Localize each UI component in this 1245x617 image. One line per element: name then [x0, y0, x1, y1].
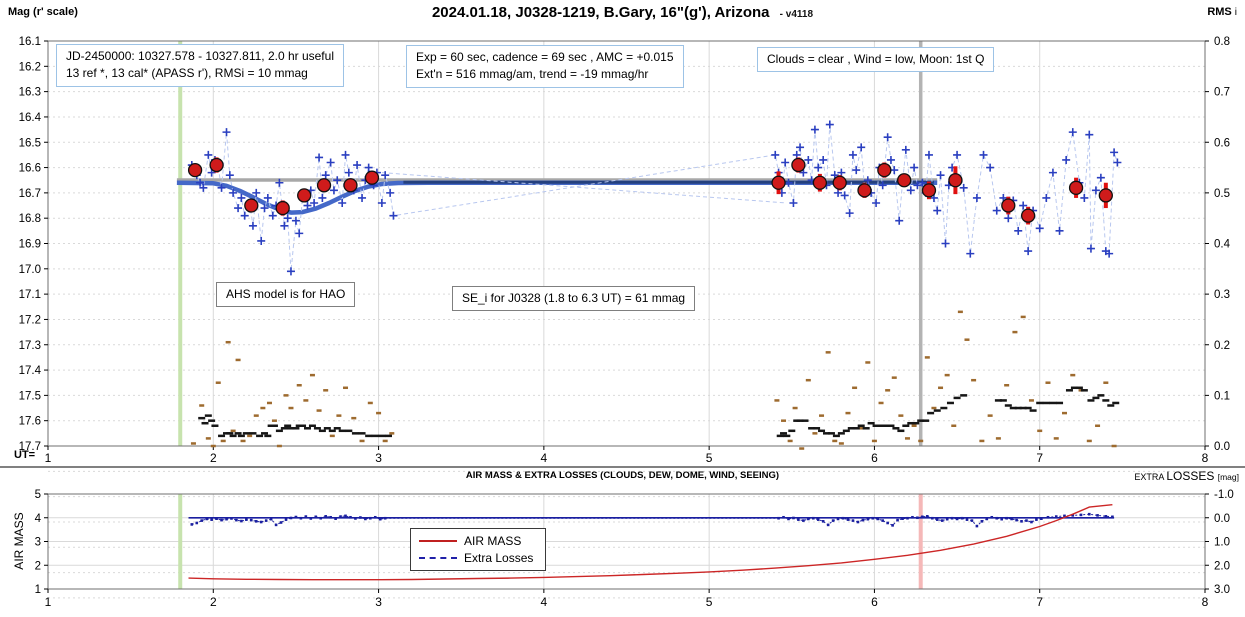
svg-text:17.3: 17.3: [19, 340, 41, 352]
exposure-info-line2: Ext'n = 516 mmag/am, trend = -19 mmag/hr: [416, 67, 649, 82]
svg-text:17.2: 17.2: [19, 314, 41, 326]
svg-text:17.1: 17.1: [19, 289, 41, 301]
ut-axis-prefix: UT=: [14, 449, 36, 461]
svg-text:1.0: 1.0: [1214, 537, 1230, 549]
rms-axis-title: RMS i: [1207, 6, 1237, 18]
extra-losses-series: [188, 512, 1115, 528]
airmass-legend: AIR MASS Extra Losses: [410, 528, 547, 571]
airmass-axis-title: AIR MASS: [12, 512, 26, 570]
svg-text:1: 1: [35, 584, 41, 596]
svg-text:17.4: 17.4: [19, 365, 42, 377]
svg-text:7: 7: [1036, 595, 1043, 609]
svg-text:0.0: 0.0: [1214, 441, 1230, 453]
svg-text:6: 6: [871, 451, 878, 465]
session-markers: [178, 41, 923, 446]
svg-text:4: 4: [541, 595, 548, 609]
svg-text:5: 5: [706, 595, 713, 609]
mag-scale-label: Mag (r' scale): [8, 6, 78, 18]
svg-text:2: 2: [210, 595, 217, 609]
svg-text:16.2: 16.2: [19, 61, 41, 73]
svg-text:0.2: 0.2: [1214, 340, 1230, 352]
airmass-chart-axes: 1 2 3 4 5 -1.0 0.0 1.0 2.0 3.0 1 2 3 4 5 6 7 8: [35, 489, 1234, 609]
extra-losses-unit: [mag]: [1217, 472, 1239, 482]
model-note-box: AHS model is for HAO: [216, 282, 356, 308]
air-mass-series: [188, 504, 1113, 581]
svg-text:17.6: 17.6: [19, 416, 41, 428]
rms-sub-label: i: [1234, 7, 1237, 18]
svg-text:6: 6: [871, 595, 878, 609]
jd-info-line2: 13 ref *, 13 cal* (APASS r'), RMSi = 10 …: [66, 66, 308, 81]
conditions-box: Clouds = clear , Wind = low, Moon: 1st Q: [757, 47, 995, 73]
svg-text:4: 4: [541, 451, 548, 465]
extra-losses-line-swatch: [419, 556, 457, 559]
airmass-session-markers: [178, 494, 923, 589]
airmass-chart-title: AIR MASS & EXTRA LOSSES (CLOUDS, DEW, DO…: [465, 470, 780, 481]
svg-text:17.7: 17.7: [19, 441, 41, 453]
svg-text:8: 8: [1202, 595, 1209, 609]
svg-text:1: 1: [45, 595, 52, 609]
magnitude-chart-grid: [48, 41, 1205, 599]
svg-text:16.8: 16.8: [19, 213, 41, 225]
legend-item-extra-losses: Extra Losses: [419, 549, 533, 566]
svg-text:8: 8: [1202, 451, 1209, 465]
svg-text:16.3: 16.3: [19, 87, 41, 99]
rms-label: RMS: [1207, 6, 1232, 18]
version-text: - v4118: [779, 9, 814, 20]
svg-text:5: 5: [706, 451, 713, 465]
jd-info-line1: JD-2450000: 10327.578 - 10327.811, 2.0 h…: [66, 49, 334, 63]
svg-text:0.8: 0.8: [1214, 36, 1230, 48]
svg-text:16.1: 16.1: [19, 36, 41, 48]
svg-text:17.0: 17.0: [19, 264, 41, 276]
se-note-line: SE_i for J0328 (1.8 to 6.3 UT) = 61 mmag: [462, 291, 686, 305]
svg-text:1: 1: [45, 451, 52, 465]
svg-text:7: 7: [1036, 451, 1043, 465]
extra-star-series: [190, 310, 1117, 450]
magnitude-chart-axes: 16.1 16.2 16.3 16.4 16.5 16.6 16.7 16.8 16.9 17.0…: [19, 36, 1231, 465]
svg-text:16.7: 16.7: [19, 188, 41, 200]
airmass-line-swatch: [419, 539, 457, 542]
svg-text:3: 3: [375, 595, 382, 609]
svg-text:0.6: 0.6: [1214, 137, 1230, 149]
target-binned-series: [187, 157, 1113, 225]
svg-text:16.4: 16.4: [19, 112, 42, 124]
svg-text:0.4: 0.4: [1214, 239, 1231, 251]
svg-text:-1.0: -1.0: [1214, 489, 1234, 501]
svg-text:0.1: 0.1: [1214, 390, 1230, 402]
exposure-info-box: Exp = 60 sec, cadence = 69 sec , AMC = +…: [406, 45, 684, 88]
svg-text:3: 3: [35, 537, 41, 549]
svg-text:0.7: 0.7: [1214, 87, 1230, 99]
legend-item-airmass: AIR MASS: [419, 532, 533, 549]
title-text: 2024.01.18, J0328-1219, B.Gary, 16"(g'),…: [431, 4, 770, 21]
svg-text:16.9: 16.9: [19, 239, 41, 251]
page-title: 2024.01.18, J0328-1219, B.Gary, 16"(g'),…: [0, 4, 1245, 21]
svg-text:2: 2: [35, 560, 41, 572]
jd-info-box: JD-2450000: 10327.578 - 10327.811, 2.0 h…: [56, 44, 344, 87]
svg-text:16.5: 16.5: [19, 137, 41, 149]
model-note-line: AHS model is for HAO: [226, 287, 346, 301]
svg-text:0.0: 0.0: [1214, 513, 1230, 525]
extra-losses-small: EXTRA: [1134, 472, 1167, 482]
se-note-box: SE_i for J0328 (1.8 to 6.3 UT) = 61 mmag: [452, 286, 696, 312]
svg-text:3: 3: [375, 451, 382, 465]
svg-text:5: 5: [35, 489, 41, 501]
conditions-line: Clouds = clear , Wind = low, Moon: 1st Q: [767, 52, 985, 66]
legend-airmass-label: AIR MASS: [464, 533, 522, 548]
svg-text:2.0: 2.0: [1214, 560, 1230, 572]
extra-losses-big: LOSSES: [1166, 469, 1218, 483]
exposure-info-line1: Exp = 60 sec, cadence = 69 sec , AMC = +…: [416, 50, 674, 64]
legend-extra-losses-label: Extra Losses: [464, 550, 534, 565]
target-individual-series: [187, 120, 1122, 276]
svg-text:4: 4: [35, 513, 42, 525]
svg-text:16.6: 16.6: [19, 163, 41, 175]
svg-text:0.5: 0.5: [1214, 188, 1230, 200]
svg-text:2: 2: [210, 451, 217, 465]
svg-text:17.5: 17.5: [19, 390, 41, 402]
svg-text:3.0: 3.0: [1214, 584, 1230, 596]
extra-losses-axis-title: EXTRA LOSSES [mag]: [1134, 469, 1239, 483]
check-star-series: [198, 386, 1120, 438]
svg-text:0.3: 0.3: [1214, 289, 1230, 301]
